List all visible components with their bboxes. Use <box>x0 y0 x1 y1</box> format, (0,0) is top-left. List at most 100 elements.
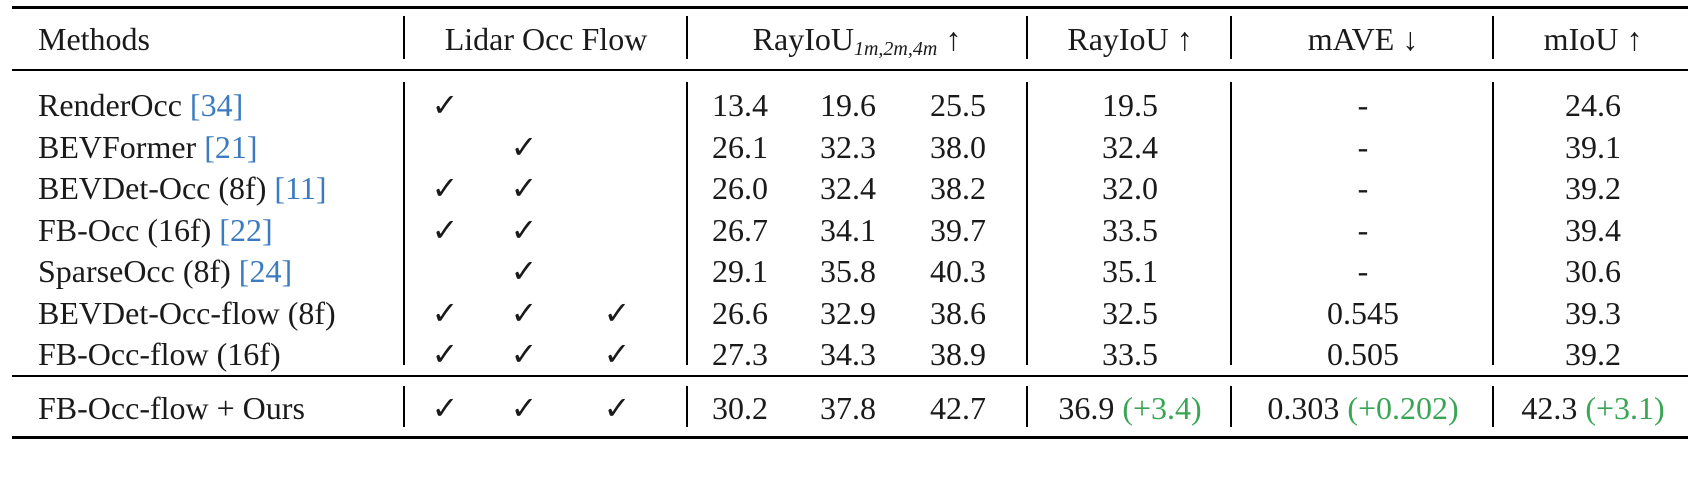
rayiou: 33.5 <box>1102 336 1158 372</box>
rayiou-2m: 34.3 <box>820 336 876 372</box>
header-lidar-occ-flow: Lidar Occ Flow <box>444 21 648 57</box>
flow-check: ✓ <box>603 294 631 331</box>
rayiou-2m: 19.6 <box>820 87 876 123</box>
miou: 39.2 <box>1565 170 1621 206</box>
lidar-check: ✓ <box>431 87 459 123</box>
header-methods: Methods <box>38 21 150 57</box>
header-rayiou: RayIoU ↑ <box>1067 21 1193 57</box>
bottom-rule <box>12 436 1688 439</box>
header-mave: mAVE ↓ <box>1307 21 1419 57</box>
method-label: BEVDet-Occ (8f) <box>38 170 275 206</box>
lidar-check: ✓ <box>431 170 459 206</box>
rayiou-2m: 32.9 <box>820 294 876 331</box>
col-divider-mave <box>1492 82 1494 365</box>
table-row: FB-Occ-flow (16f) ✓ ✓ ✓ 27.3 34.3 38.9 33.5 0.50… <box>0 332 1700 376</box>
method-label: SparseOcc (8f) <box>38 253 239 289</box>
citation-link[interactable]: [21] <box>204 128 258 165</box>
table-row: RenderOcc [34] ✓ 13.4 19.6 25.5 19.5 - 24.6 <box>0 83 1700 127</box>
method-name: FB-Occ (16f) [22] <box>38 208 273 252</box>
mave: 0.545 <box>1327 294 1399 331</box>
rayiou-4m: 38.9 <box>930 336 986 372</box>
occ-check <box>504 83 544 127</box>
rayiou-1m: 27.3 <box>712 336 768 372</box>
citation-link[interactable]: [11] <box>274 170 327 206</box>
header-rayiou-multi-label: RayIoU <box>752 21 854 57</box>
table-row: BEVDet-Occ-flow (8f) ✓ ✓ ✓ 26.6 32.9 38.6 32.5 0… <box>0 291 1700 335</box>
ours-occ-check: ✓ <box>510 390 538 426</box>
lidar-check: ✓ <box>431 294 459 331</box>
rayiou-2m: 32.3 <box>820 128 876 165</box>
miou: 39.2 <box>1565 336 1621 372</box>
lidar-check <box>425 249 465 293</box>
rayiou-1m: 29.1 <box>712 253 768 289</box>
ours-rayiou-4m: 42.7 <box>930 390 986 426</box>
flow-check: ✓ <box>603 336 631 372</box>
flow-check <box>597 166 637 210</box>
method-name: BEVDet-Occ-flow (8f) <box>38 291 336 335</box>
rayiou-1m: 13.4 <box>712 87 768 123</box>
method-label: RenderOcc <box>38 87 190 123</box>
ours-rayiou-1m: 30.2 <box>712 390 768 426</box>
rayiou-2m: 35.8 <box>820 253 876 289</box>
occ-check: ✓ <box>510 336 538 372</box>
occ-check: ✓ <box>510 211 538 248</box>
rayiou: 32.4 <box>1102 128 1158 165</box>
rayiou-4m: 38.0 <box>930 128 986 165</box>
mave: - <box>1357 253 1369 289</box>
col-divider-rayiou-multi <box>1026 386 1028 427</box>
miou: 39.1 <box>1565 128 1621 165</box>
rayiou-2m: 34.1 <box>820 211 876 248</box>
ours-miou-delta: (+3.1) <box>1585 390 1665 426</box>
rayiou-4m: 39.7 <box>930 211 986 248</box>
rayiou-4m: 25.5 <box>930 87 986 123</box>
citation-link[interactable]: [24] <box>238 253 293 289</box>
col-divider-modality <box>686 386 688 427</box>
rayiou: 35.1 <box>1102 253 1158 289</box>
miou: 30.6 <box>1565 253 1621 289</box>
citation-link[interactable]: [22] <box>219 211 273 248</box>
col-divider-rayiou-multi <box>1026 16 1028 59</box>
ours-rayiou-delta: (+3.4) <box>1122 390 1202 426</box>
rayiou-1m: 26.0 <box>712 170 768 206</box>
rayiou-1m: 26.6 <box>712 294 768 331</box>
mave: - <box>1357 128 1369 165</box>
citation-link[interactable]: [34] <box>189 87 244 123</box>
method-name: RenderOcc [34] <box>38 83 243 127</box>
rayiou: 33.5 <box>1102 211 1158 248</box>
mave: 0.505 <box>1327 336 1399 372</box>
ours-mave-delta: (+0.202) <box>1347 390 1459 426</box>
col-divider-rayiou-multi <box>1026 82 1028 365</box>
ours-rayiou-2m: 37.8 <box>820 390 876 426</box>
method-name: BEVDet-Occ (8f) [11] <box>38 166 326 210</box>
method-label: FB-Occ-flow (16f) <box>38 336 281 372</box>
method-label: BEVFormer <box>38 128 205 165</box>
col-divider-mave <box>1492 386 1494 427</box>
header-miou: mIoU ↑ <box>1543 21 1643 57</box>
header-rayiou-multi: RayIoU1m,2m,4m ↑ <box>692 17 1022 61</box>
rayiou-4m: 38.2 <box>930 170 986 206</box>
header-rayiou-multi-subscript: 1m,2m,4m <box>853 38 938 60</box>
col-divider-rayiou <box>1230 386 1232 427</box>
ours-rayiou-value: 36.9 <box>1058 390 1115 426</box>
ours-miou: 42.3 (+3.1) <box>1498 386 1688 430</box>
miou: 39.4 <box>1565 211 1621 248</box>
ours-rayiou: 36.9 (+3.4) <box>1032 386 1228 430</box>
rayiou: 32.0 <box>1102 170 1158 206</box>
rayiou-1m: 26.1 <box>712 128 768 165</box>
rayiou: 19.5 <box>1102 87 1158 123</box>
rayiou-4m: 40.3 <box>930 253 986 289</box>
rayiou-1m: 26.7 <box>712 211 768 248</box>
method-name: BEVFormer [21] <box>38 125 258 169</box>
mave: - <box>1357 87 1369 123</box>
ours-separator-rule <box>12 375 1688 377</box>
col-divider-methods <box>403 16 405 59</box>
ours-flow-check: ✓ <box>603 390 631 426</box>
table-row: BEVDet-Occ (8f) [11] ✓ ✓ 26.0 32.4 38.2 32.0 - 3… <box>0 166 1700 210</box>
occ-check: ✓ <box>510 170 538 206</box>
header-row: Methods Lidar Occ Flow RayIoU1m,2m,4m ↑ … <box>0 17 1700 61</box>
method-name: SparseOcc (8f) [24] <box>38 249 292 293</box>
col-divider-modality <box>686 16 688 59</box>
occ-check: ✓ <box>510 128 538 165</box>
col-divider-mave <box>1492 16 1494 59</box>
method-label: BEVDet-Occ-flow (8f) <box>38 294 336 331</box>
